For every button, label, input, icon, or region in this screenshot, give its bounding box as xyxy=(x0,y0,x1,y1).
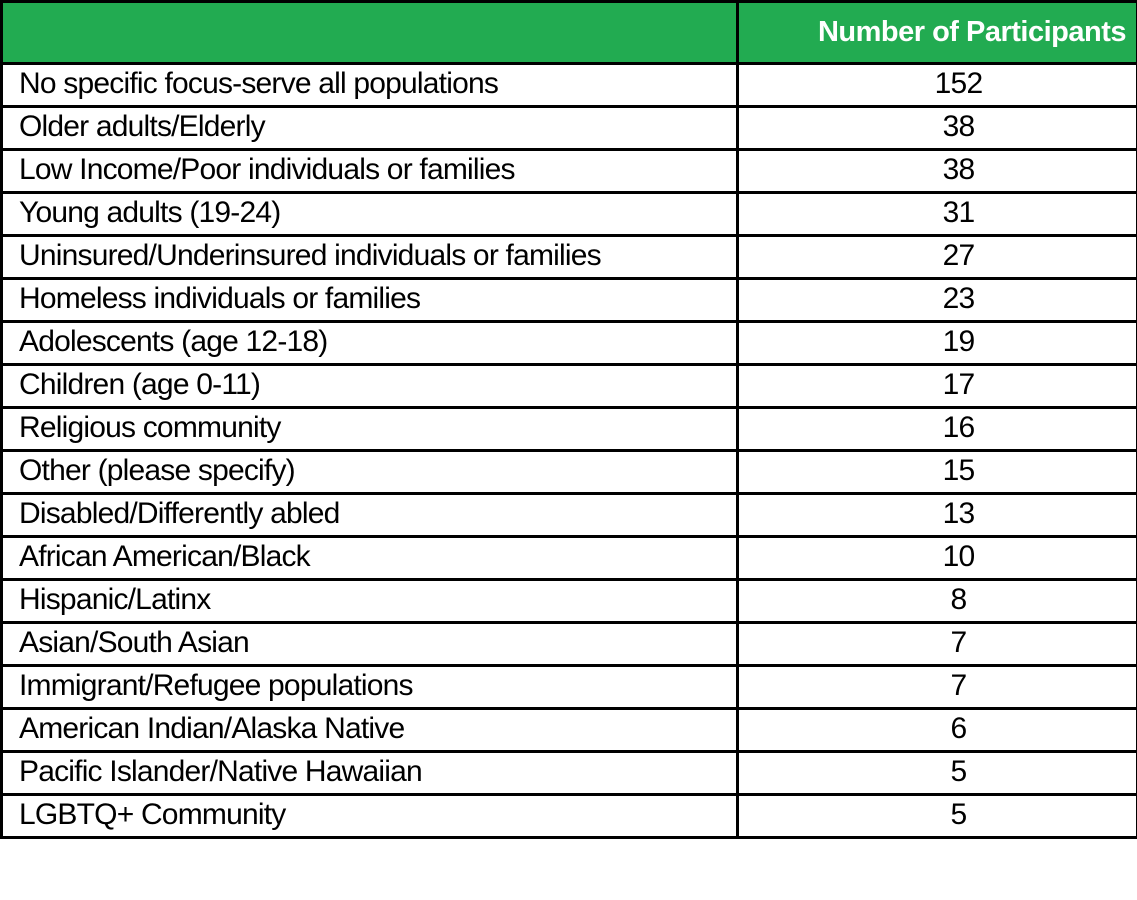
table-header: Number of Participants xyxy=(0,0,1137,65)
table-row: Homeless individuals or families 23 xyxy=(0,277,1137,323)
table-row: LGBTQ+ Community 5 xyxy=(0,793,1137,839)
row-label: Low Income/Poor individuals or families xyxy=(0,148,739,194)
row-label: Young adults (19-24) xyxy=(0,191,739,237)
table-row: Religious community 16 xyxy=(0,406,1137,452)
table-row: Hispanic/Latinx 8 xyxy=(0,578,1137,624)
row-value: 31 xyxy=(736,191,1137,237)
table-row: American Indian/Alaska Native 6 xyxy=(0,707,1137,753)
row-value: 15 xyxy=(736,449,1137,495)
table-row: Other (please specify) 15 xyxy=(0,449,1137,495)
row-label: Children (age 0-11) xyxy=(0,363,739,409)
table-row: Asian/South Asian 7 xyxy=(0,621,1137,667)
row-value: 17 xyxy=(736,363,1137,409)
row-label: Religious community xyxy=(0,406,739,452)
table-row: Pacific Islander/Native Hawaiian 5 xyxy=(0,750,1137,796)
row-value: 23 xyxy=(736,277,1137,323)
table-body: No specific focus-serve all populations … xyxy=(0,62,1137,839)
row-value: 152 xyxy=(736,62,1137,108)
row-value: 38 xyxy=(736,148,1137,194)
row-label: Older adults/Elderly xyxy=(0,105,739,151)
col-header-population xyxy=(0,0,739,65)
row-value: 19 xyxy=(736,320,1137,366)
row-label: Hispanic/Latinx xyxy=(0,578,739,624)
header-row: Number of Participants xyxy=(0,0,1137,65)
row-label: Disabled/Differently abled xyxy=(0,492,739,538)
table-row: Young adults (19-24) 31 xyxy=(0,191,1137,237)
row-value: 38 xyxy=(736,105,1137,151)
row-value: 16 xyxy=(736,406,1137,452)
row-label: LGBTQ+ Community xyxy=(0,793,739,839)
row-value: 6 xyxy=(736,707,1137,753)
row-label: Immigrant/Refugee populations xyxy=(0,664,739,710)
table-row: No specific focus-serve all populations … xyxy=(0,62,1137,108)
row-value: 10 xyxy=(736,535,1137,581)
col-header-participants: Number of Participants xyxy=(736,0,1137,65)
table-row: Adolescents (age 12-18) 19 xyxy=(0,320,1137,366)
row-value: 8 xyxy=(736,578,1137,624)
participants-table-container: Number of Participants No specific focus… xyxy=(0,0,1137,839)
table-row: African American/Black 10 xyxy=(0,535,1137,581)
row-label: Adolescents (age 12-18) xyxy=(0,320,739,366)
row-value: 7 xyxy=(736,621,1137,667)
row-value: 27 xyxy=(736,234,1137,280)
row-value: 13 xyxy=(736,492,1137,538)
table-row: Immigrant/Refugee populations 7 xyxy=(0,664,1137,710)
table-row: Disabled/Differently abled 13 xyxy=(0,492,1137,538)
row-label: Asian/South Asian xyxy=(0,621,739,667)
table-row: Low Income/Poor individuals or families … xyxy=(0,148,1137,194)
row-label: Uninsured/Underinsured individuals or fa… xyxy=(0,234,739,280)
row-label: American Indian/Alaska Native xyxy=(0,707,739,753)
row-label: No specific focus-serve all populations xyxy=(0,62,739,108)
participants-table: Number of Participants No specific focus… xyxy=(0,0,1137,839)
table-row: Uninsured/Underinsured individuals or fa… xyxy=(0,234,1137,280)
table-row: Children (age 0-11) 17 xyxy=(0,363,1137,409)
row-value: 7 xyxy=(736,664,1137,710)
table-row: Older adults/Elderly 38 xyxy=(0,105,1137,151)
row-label: Pacific Islander/Native Hawaiian xyxy=(0,750,739,796)
row-label: Homeless individuals or families xyxy=(0,277,739,323)
row-value: 5 xyxy=(736,750,1137,796)
row-label: Other (please specify) xyxy=(0,449,739,495)
row-label: African American/Black xyxy=(0,535,739,581)
row-value: 5 xyxy=(736,793,1137,839)
